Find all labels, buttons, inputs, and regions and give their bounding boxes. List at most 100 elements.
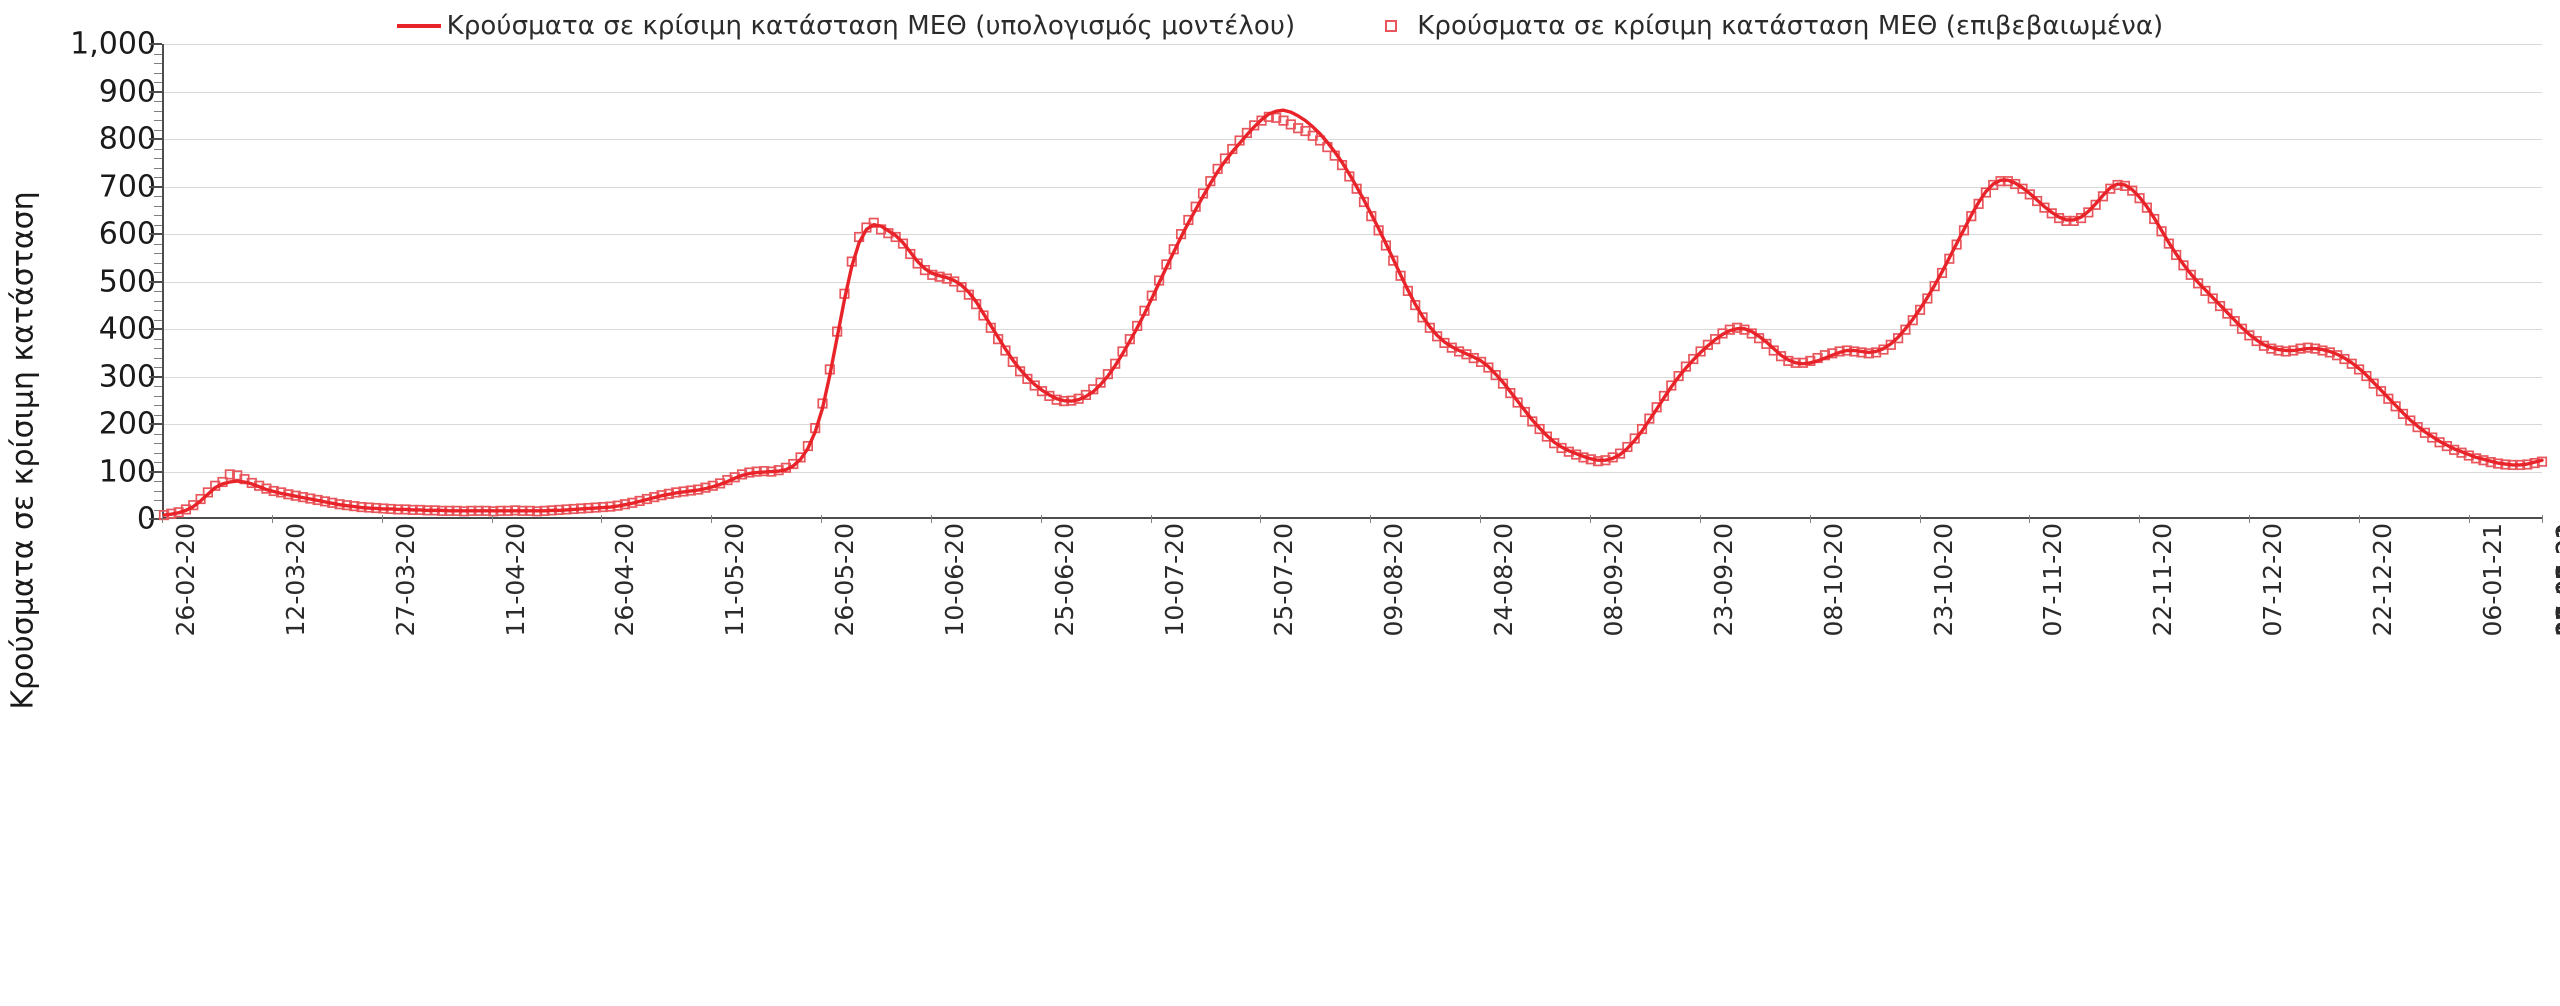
y-axis-minor-tick bbox=[154, 63, 162, 64]
data-point-marker bbox=[2222, 308, 2233, 319]
data-point-marker bbox=[1673, 370, 1684, 382]
data-point-marker bbox=[1432, 331, 1443, 342]
x-axis-tick-mark bbox=[1699, 515, 1701, 523]
legend-entry-confirmed[interactable]: Κρούσματα σε κρίσιμη κατάσταση ΜΕΘ (επιβ… bbox=[1381, 11, 2163, 41]
plot-area bbox=[158, 44, 2548, 521]
data-point-marker bbox=[2214, 300, 2226, 312]
data-point-marker bbox=[2185, 269, 2196, 280]
data-point-marker bbox=[2024, 189, 2035, 200]
x-axis-tick-mark bbox=[1260, 515, 1262, 523]
y-axis-tick-label: 700 bbox=[98, 169, 156, 204]
data-point-marker bbox=[2368, 378, 2379, 389]
x-axis-tick-mark bbox=[2139, 515, 2141, 523]
y-axis-minor-tick bbox=[154, 443, 162, 444]
y-axis-minor-tick bbox=[154, 500, 162, 501]
x-axis-tick-label: 26-04-20 bbox=[610, 523, 640, 637]
x-axis-tick-mark bbox=[2249, 515, 2251, 523]
x-axis-tick-label: 10-06-20 bbox=[939, 523, 969, 637]
y-axis-minor-tick bbox=[154, 481, 162, 482]
confirmed-markers-group bbox=[158, 111, 2548, 521]
data-point-marker bbox=[1271, 112, 1282, 123]
y-axis-minor-tick bbox=[154, 386, 162, 387]
y-axis-minor-tick bbox=[154, 101, 162, 102]
y-axis-major-tick bbox=[149, 90, 162, 93]
x-axis-tick-label: 27-03-20 bbox=[390, 523, 420, 637]
x-axis-tick-label: 30-06-22 bbox=[2551, 523, 2560, 637]
x-axis-tick-label: 24-08-20 bbox=[1489, 523, 1519, 637]
x-axis-tick-mark bbox=[601, 515, 603, 523]
x-axis-tick-mark bbox=[2542, 515, 2543, 523]
y-axis-major-tick bbox=[149, 233, 162, 235]
y-axis-minor-tick bbox=[154, 490, 162, 492]
data-point-marker bbox=[1483, 362, 1494, 373]
y-axis-minor-tick bbox=[154, 414, 162, 416]
data-point-marker bbox=[2127, 185, 2138, 196]
data-point-marker bbox=[2236, 323, 2248, 334]
data-point-marker bbox=[1022, 373, 1033, 384]
data-point-marker bbox=[1914, 304, 1926, 315]
data-point-marker bbox=[2141, 202, 2152, 213]
x-axis-tick-mark bbox=[1150, 515, 1152, 523]
data-point-marker bbox=[1980, 187, 1992, 198]
data-point-marker bbox=[1622, 441, 1633, 453]
x-axis-tick-label: 23-09-20 bbox=[1708, 523, 1738, 637]
data-point-marker bbox=[1710, 334, 1721, 345]
x-axis-tick-mark bbox=[162, 515, 163, 523]
x-axis-tick-label: 22-11-20 bbox=[2148, 523, 2178, 637]
x-axis-tick-label: 25-06-20 bbox=[1049, 523, 1079, 637]
y-axis-minor-tick bbox=[154, 300, 162, 302]
y-axis-major-tick bbox=[149, 138, 162, 140]
y-axis-major-tick bbox=[149, 423, 162, 425]
y-axis-tick-label: 600 bbox=[98, 216, 156, 252]
x-axis-tick-label: 08-10-20 bbox=[1818, 523, 1848, 637]
y-axis-minor-tick bbox=[154, 452, 162, 454]
gridline bbox=[164, 424, 2542, 425]
x-axis-tick-label: 07-12-20 bbox=[2258, 523, 2288, 637]
data-point-marker bbox=[2200, 285, 2211, 296]
x-axis-tick-label: 11-05-20 bbox=[720, 523, 750, 637]
data-point-marker bbox=[224, 469, 235, 480]
y-axis-major-tick bbox=[149, 470, 162, 473]
data-point-marker bbox=[868, 217, 879, 228]
data-point-marker bbox=[1505, 387, 1516, 399]
y-axis-minor-tick bbox=[154, 177, 162, 178]
data-point-marker bbox=[890, 231, 901, 243]
gridline bbox=[164, 471, 2542, 473]
gridline bbox=[164, 139, 2542, 140]
x-axis-tick-mark bbox=[1919, 515, 1921, 523]
legend-square-swatch-icon bbox=[1385, 20, 1398, 32]
data-point-marker bbox=[1893, 333, 1904, 344]
data-point-marker bbox=[2149, 213, 2160, 225]
x-axis-tick-label: 26-05-20 bbox=[830, 523, 860, 637]
data-point-marker bbox=[1424, 322, 1435, 333]
y-axis-tick-label: 900 bbox=[98, 74, 156, 109]
y-axis-major-tick bbox=[149, 185, 162, 188]
data-point-marker bbox=[1688, 353, 1699, 365]
y-axis-minor-tick bbox=[154, 82, 162, 83]
y-axis-tick-label: 400 bbox=[98, 311, 156, 347]
data-point-marker bbox=[2390, 401, 2401, 412]
y-axis-minor-tick bbox=[154, 262, 162, 264]
data-point-marker bbox=[2397, 408, 2409, 419]
x-axis-tick-label: 09-08-20 bbox=[1379, 523, 1409, 637]
y-axis-major-tick bbox=[149, 43, 162, 45]
data-point-marker bbox=[2244, 330, 2255, 341]
y-axis-minor-tick bbox=[154, 272, 162, 273]
y-axis-minor-tick bbox=[154, 253, 162, 254]
y-axis-minor-tick bbox=[154, 405, 162, 406]
data-point-marker bbox=[2405, 415, 2416, 426]
data-point-marker bbox=[1475, 356, 1487, 367]
y-axis-minor-tick bbox=[154, 462, 162, 463]
legend-entry-model[interactable]: Κρούσματα σε κρίσιμη κατάσταση ΜΕΘ (υπολ… bbox=[396, 11, 1296, 41]
data-point-marker bbox=[2032, 195, 2043, 207]
y-axis-minor-tick bbox=[154, 357, 162, 359]
data-point-marker bbox=[795, 452, 806, 463]
y-axis-tick-marks bbox=[149, 43, 176, 520]
data-point-marker bbox=[2193, 278, 2204, 289]
gridline bbox=[164, 234, 2542, 235]
data-point-marker bbox=[2353, 364, 2365, 375]
x-axis-tick-label: 26-02-20 bbox=[171, 523, 200, 637]
gridline bbox=[164, 281, 2542, 283]
data-point-marker bbox=[2083, 207, 2094, 218]
y-axis-major-tick bbox=[149, 518, 162, 520]
